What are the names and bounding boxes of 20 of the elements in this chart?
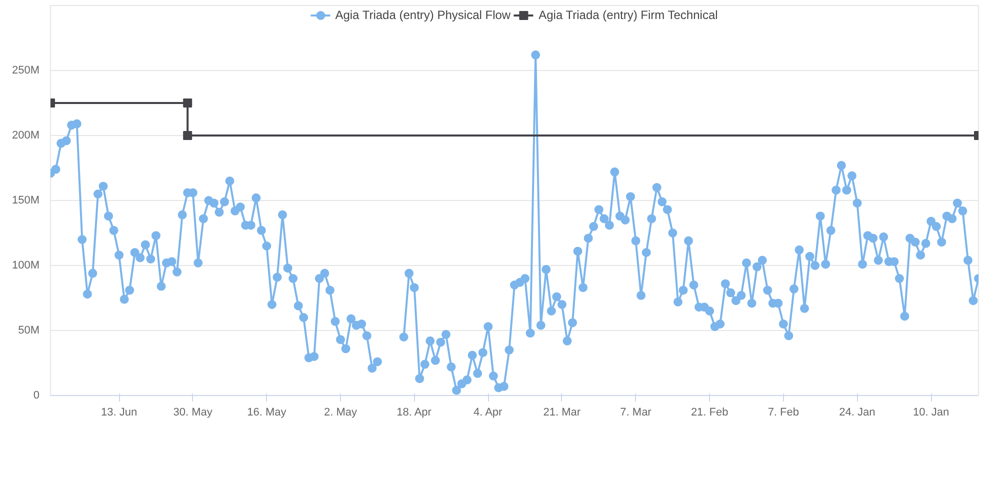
x-tick-label: 24. Jan xyxy=(839,406,876,418)
x-tick-label: 7. Feb xyxy=(768,406,800,418)
x-tick-label: 21. Mar xyxy=(543,406,581,418)
y-tick-label: 0 xyxy=(33,390,40,402)
x-tick-label: 2. May xyxy=(324,406,358,418)
x-tick-label: 21. Feb xyxy=(690,406,728,418)
y-tick-label: 150M xyxy=(12,194,40,206)
legend-label: Agia Triada (entry) Firm Technical xyxy=(538,8,718,22)
x-tick-label: 18. Apr xyxy=(396,406,432,418)
legend-label: Agia Triada (entry) Physical Flow xyxy=(335,8,511,22)
x-tick-label: 10. Jan xyxy=(913,406,950,418)
x-tick-label: 16. May xyxy=(247,406,287,418)
y-tick-label: 100M xyxy=(12,260,40,272)
y-tick-label: 200M xyxy=(12,130,40,142)
x-tick-label: 13. Jun xyxy=(101,406,138,418)
y-tick-label: 50M xyxy=(18,324,40,336)
x-tick-label: 7. Mar xyxy=(620,406,652,418)
x-tick-label: 30. May xyxy=(173,406,213,418)
y-tick-label: 250M xyxy=(12,64,40,76)
x-tick-label: 4. Apr xyxy=(473,406,503,418)
